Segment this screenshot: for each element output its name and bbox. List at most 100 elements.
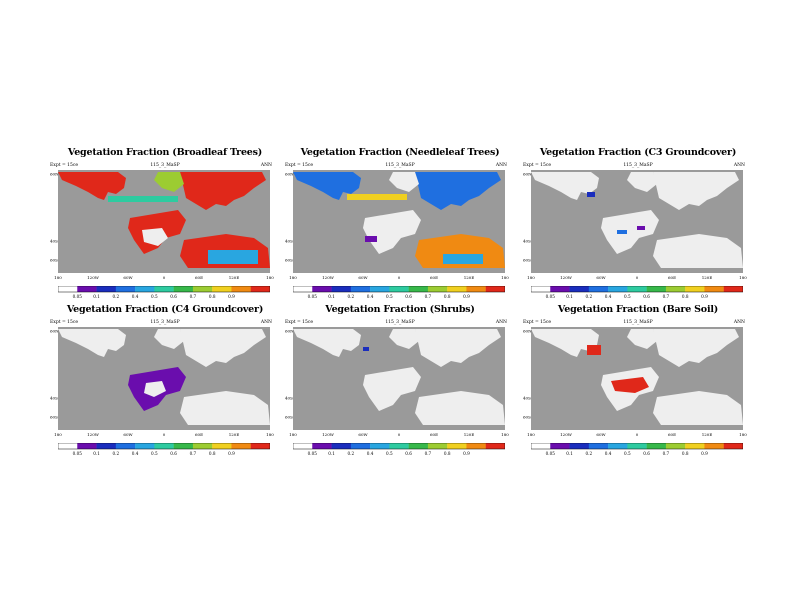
season-label: ANN xyxy=(495,163,507,168)
lon-label: 60W xyxy=(358,275,368,280)
colorbar-swatch xyxy=(331,286,352,292)
colorbar-tick-label: 0.7 xyxy=(663,294,670,299)
colorbar-tick-label: 0.6 xyxy=(405,451,412,456)
lat-label: 60S xyxy=(50,257,58,263)
colorbar-tick-label: 0.6 xyxy=(170,451,177,456)
land-north-america xyxy=(531,329,599,357)
land-south-america xyxy=(363,367,421,411)
lat-label: 60N xyxy=(523,171,532,177)
colorbar-swatch xyxy=(665,286,686,292)
colorbar-swatch xyxy=(685,286,705,292)
vegetation-map xyxy=(293,170,505,273)
land-north-america xyxy=(58,329,126,357)
colorbar-swatch xyxy=(704,443,724,449)
lat-label: 60N xyxy=(50,328,59,334)
colorbar-tick-label: 0.05 xyxy=(73,451,83,456)
colorbar-swatch xyxy=(173,286,194,292)
colorbar-swatch xyxy=(704,286,724,292)
season-label: ANN xyxy=(733,320,745,325)
southern-band xyxy=(443,254,483,264)
land-europe xyxy=(154,172,184,192)
colorbar-border xyxy=(531,443,743,450)
lat-label: 60S xyxy=(285,414,293,420)
lon-label: 60W xyxy=(123,432,133,437)
land-asia xyxy=(653,172,739,210)
colorbar-swatch xyxy=(154,443,174,449)
experiment-label: Expt = 15ce xyxy=(523,320,552,325)
colorbar-swatch xyxy=(608,443,628,449)
lon-label: 0 xyxy=(635,432,639,437)
case-label: 115_3_MaSP xyxy=(623,320,653,325)
land-asia xyxy=(653,329,739,367)
vegetation-map xyxy=(58,170,270,273)
land-asia xyxy=(415,172,501,210)
lat-label: 40S xyxy=(50,395,58,401)
colorbar-swatch xyxy=(531,286,551,292)
colorbar-swatch xyxy=(135,286,155,292)
colorbar-swatch xyxy=(231,286,251,292)
lon-label: 60E xyxy=(429,432,439,437)
colorbar-tick-label: 0.2 xyxy=(112,451,119,456)
colorbar-swatch xyxy=(350,286,371,292)
colorbar-tick-label: 0.05 xyxy=(308,451,318,456)
lon-label: 60W xyxy=(358,432,368,437)
colorbar-tick-label: 0.7 xyxy=(425,294,432,299)
colorbar-tick-label: 0.6 xyxy=(170,294,177,299)
lon-label: 60W xyxy=(123,275,133,280)
land-europe xyxy=(389,172,419,192)
land-africa xyxy=(653,234,743,268)
vegetation-map xyxy=(58,327,270,430)
colorbar-tick-label: 0.8 xyxy=(444,451,451,456)
lat-label: 60S xyxy=(523,414,531,420)
southern-band xyxy=(208,250,258,264)
lat-label: 40S xyxy=(285,395,293,401)
colorbar-swatch xyxy=(115,286,136,292)
land-asia xyxy=(180,329,266,367)
colorbar-tick-label: 0.5 xyxy=(624,451,631,456)
land-europe xyxy=(627,329,657,349)
lon-label: 60E xyxy=(194,275,204,280)
colorbar-border xyxy=(58,286,270,293)
colorbar-tick-label: 0.05 xyxy=(546,294,556,299)
lon-label: 180 xyxy=(527,275,535,280)
colorbar-tick-label: 0.8 xyxy=(444,294,451,299)
lon-label: 120E xyxy=(463,432,475,437)
colorbar-swatch xyxy=(331,443,352,449)
colorbar-tick-label: 0.6 xyxy=(405,294,412,299)
colorbar: 0.05 0.1 0.2 0.4 0.5 0.6 0.7 0.8 0.9 xyxy=(531,286,743,299)
colorbar-swatch xyxy=(550,443,570,449)
colorbar-tick-label: 0.8 xyxy=(209,451,216,456)
colorbar-swatch xyxy=(192,286,213,292)
colorbar-swatch xyxy=(115,443,136,449)
colorbar-swatch xyxy=(370,443,390,449)
colorbar-swatch xyxy=(408,443,429,449)
colorbar: 0.05 0.1 0.2 0.4 0.5 0.6 0.7 0.8 0.9 xyxy=(58,286,270,299)
colorbar-tick-label: 0.1 xyxy=(93,294,100,299)
colorbar-tick-label: 0.7 xyxy=(663,451,670,456)
land-antarctica-patch xyxy=(142,228,168,246)
season-label: ANN xyxy=(260,163,272,168)
lon-label: 120W xyxy=(87,275,99,280)
colorbar-tick-label: 0.6 xyxy=(643,451,650,456)
lat-label: 60N xyxy=(50,171,59,177)
colorbar-tick-label: 0.9 xyxy=(463,451,470,456)
colorbar-swatch xyxy=(370,286,390,292)
colorbar-swatch xyxy=(77,286,97,292)
colorbar-swatch xyxy=(173,443,194,449)
land-asia xyxy=(180,172,266,210)
colorbar-tick-label: 0.7 xyxy=(190,294,197,299)
panel-c4-groundcover: Vegetation Fraction (C4 Groundcover) Exp… xyxy=(50,304,280,484)
colorbar-swatch xyxy=(550,286,570,292)
lon-label: 180 xyxy=(289,432,297,437)
colorbar-swatch xyxy=(154,286,174,292)
colorbar: 0.05 0.1 0.2 0.4 0.5 0.6 0.7 0.8 0.9 xyxy=(531,443,743,456)
season-label: ANN xyxy=(495,320,507,325)
colorbar-swatch xyxy=(250,286,270,292)
panel-title: Vegetation Fraction (C4 Groundcover) xyxy=(66,304,264,315)
lon-label: 60W xyxy=(596,432,606,437)
experiment-label: Expt = 15ce xyxy=(50,320,79,325)
colorbar-swatch xyxy=(250,443,270,449)
colorbar-tick-label: 0.4 xyxy=(132,451,139,456)
colorbar-swatch xyxy=(466,443,486,449)
colorbar-swatch xyxy=(646,443,667,449)
